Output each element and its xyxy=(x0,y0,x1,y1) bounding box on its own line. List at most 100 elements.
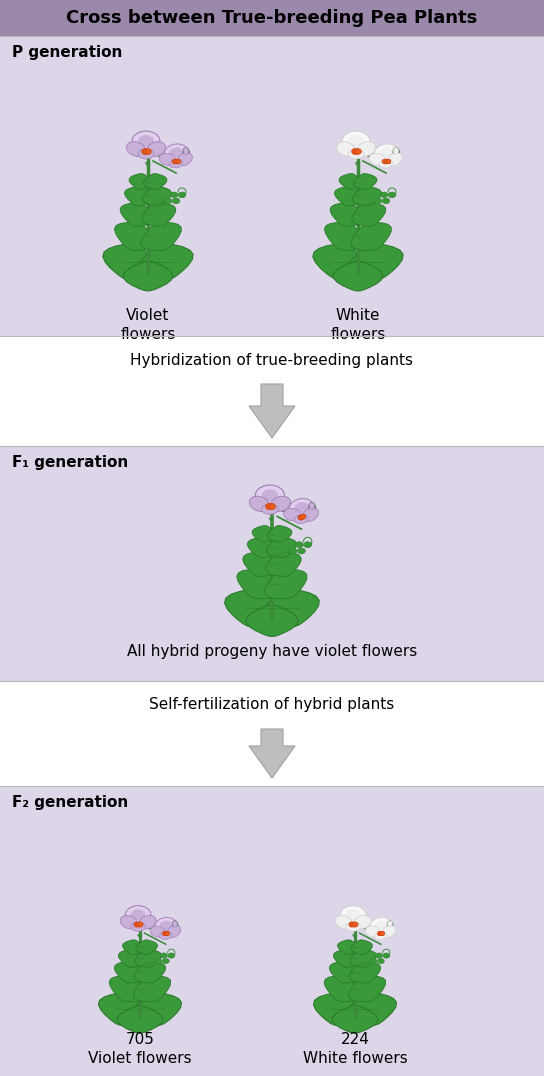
Polygon shape xyxy=(141,223,181,251)
Bar xyxy=(0,785,544,1076)
Polygon shape xyxy=(255,485,285,506)
Polygon shape xyxy=(141,202,176,226)
Polygon shape xyxy=(304,541,312,548)
Polygon shape xyxy=(249,496,269,511)
Polygon shape xyxy=(120,916,138,929)
Polygon shape xyxy=(348,134,364,147)
Polygon shape xyxy=(270,496,290,512)
Polygon shape xyxy=(329,961,361,983)
Polygon shape xyxy=(131,922,146,932)
Polygon shape xyxy=(249,384,295,438)
Text: P generation: P generation xyxy=(12,44,122,59)
Polygon shape xyxy=(267,525,292,542)
Polygon shape xyxy=(379,159,393,168)
Polygon shape xyxy=(378,959,385,964)
Polygon shape xyxy=(289,498,314,516)
Polygon shape xyxy=(349,243,403,280)
Polygon shape xyxy=(387,921,393,928)
Polygon shape xyxy=(118,1006,163,1033)
Text: F₂ generation: F₂ generation xyxy=(12,794,128,809)
Polygon shape xyxy=(353,186,381,206)
Polygon shape xyxy=(123,261,173,291)
Polygon shape xyxy=(375,932,387,939)
Polygon shape xyxy=(380,192,388,198)
Polygon shape xyxy=(248,537,278,557)
Polygon shape xyxy=(370,918,392,933)
Polygon shape xyxy=(348,976,386,1002)
Polygon shape xyxy=(370,959,377,964)
Polygon shape xyxy=(342,131,370,151)
Polygon shape xyxy=(346,909,361,920)
Polygon shape xyxy=(336,142,356,156)
Polygon shape xyxy=(159,932,172,939)
Polygon shape xyxy=(122,939,144,954)
Polygon shape xyxy=(387,921,393,931)
Polygon shape xyxy=(266,537,296,557)
Bar xyxy=(0,36,544,336)
Polygon shape xyxy=(135,949,162,967)
Polygon shape xyxy=(172,921,177,928)
Bar xyxy=(0,445,544,681)
Bar xyxy=(0,0,544,36)
Text: Self-fertilization of hybrid plants: Self-fertilization of hybrid plants xyxy=(150,697,394,712)
Polygon shape xyxy=(132,993,182,1025)
Polygon shape xyxy=(243,552,279,577)
Polygon shape xyxy=(249,730,295,778)
Polygon shape xyxy=(126,906,151,924)
Polygon shape xyxy=(118,949,145,967)
Polygon shape xyxy=(298,548,306,554)
Polygon shape xyxy=(374,198,382,203)
Polygon shape xyxy=(103,244,157,280)
Polygon shape xyxy=(160,953,168,959)
Polygon shape xyxy=(183,147,189,154)
Polygon shape xyxy=(351,202,386,226)
Polygon shape xyxy=(333,949,360,967)
Polygon shape xyxy=(170,192,178,198)
Polygon shape xyxy=(168,953,175,959)
Polygon shape xyxy=(351,939,373,954)
Polygon shape xyxy=(246,605,298,637)
Polygon shape xyxy=(393,147,399,154)
Polygon shape xyxy=(138,134,154,147)
Text: Violet
flowers: Violet flowers xyxy=(120,308,176,341)
Text: Hybridization of true-breeding plants: Hybridization of true-breeding plants xyxy=(131,353,413,368)
Polygon shape xyxy=(225,590,281,626)
Polygon shape xyxy=(155,918,177,933)
Text: 224
White flowers: 224 White flowers xyxy=(302,1032,407,1065)
Polygon shape xyxy=(348,150,364,159)
Polygon shape xyxy=(324,976,361,1002)
Polygon shape xyxy=(177,153,193,166)
Polygon shape xyxy=(133,976,171,1002)
Polygon shape xyxy=(120,202,154,226)
Polygon shape xyxy=(365,926,381,937)
Polygon shape xyxy=(350,949,376,967)
Polygon shape xyxy=(129,173,153,189)
Polygon shape xyxy=(265,552,301,577)
Polygon shape xyxy=(252,525,277,542)
Polygon shape xyxy=(381,925,396,937)
Polygon shape xyxy=(302,508,319,522)
Polygon shape xyxy=(138,916,156,929)
Polygon shape xyxy=(164,144,188,161)
Polygon shape xyxy=(114,223,155,251)
Polygon shape xyxy=(159,921,172,930)
Polygon shape xyxy=(341,906,366,924)
Polygon shape xyxy=(313,244,367,280)
Text: White
flowers: White flowers xyxy=(330,308,386,341)
Polygon shape xyxy=(354,173,377,189)
Polygon shape xyxy=(109,976,146,1002)
Polygon shape xyxy=(295,541,304,548)
Polygon shape xyxy=(309,502,315,510)
Text: Cross between True-breeding Pea Plants: Cross between True-breeding Pea Plants xyxy=(66,9,478,27)
Polygon shape xyxy=(289,548,297,554)
Polygon shape xyxy=(351,223,391,251)
Polygon shape xyxy=(237,569,279,598)
Polygon shape xyxy=(349,961,380,983)
Polygon shape xyxy=(382,198,390,203)
Polygon shape xyxy=(308,502,316,514)
Polygon shape xyxy=(393,147,399,158)
Polygon shape xyxy=(136,939,158,954)
Polygon shape xyxy=(375,953,382,959)
Polygon shape xyxy=(114,961,146,983)
Polygon shape xyxy=(132,131,160,151)
